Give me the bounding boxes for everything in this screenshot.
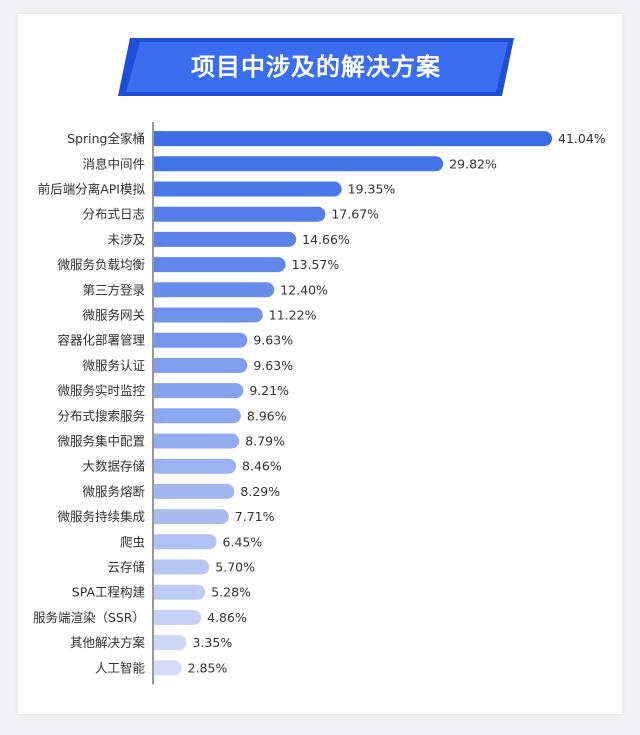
banner-front	[126, 42, 508, 92]
bar-left-cap	[154, 156, 162, 172]
category-label: 微服务熔断	[82, 484, 145, 499]
value-label: 4.86%	[207, 610, 247, 625]
value-label: 8.96%	[247, 408, 287, 423]
value-label: 13.57%	[292, 257, 340, 272]
chart-card	[18, 14, 622, 714]
bar-left-cap	[154, 307, 162, 323]
bar	[154, 408, 241, 424]
bar-left-cap	[154, 332, 162, 348]
bar	[154, 307, 263, 323]
bar-left-cap	[154, 584, 162, 600]
bar	[154, 609, 202, 625]
value-label: 5.28%	[211, 585, 251, 600]
bar-left-cap	[154, 131, 162, 147]
bar-left-cap	[154, 635, 162, 651]
category-label: SPA工程构建	[72, 585, 146, 600]
category-label: 微服务实时监控	[57, 383, 145, 398]
category-label: 分布式日志	[82, 207, 145, 222]
bar-left-cap	[154, 433, 162, 449]
bar	[154, 282, 275, 298]
value-label: 19.35%	[348, 182, 396, 197]
category-label: 微服务认证	[82, 358, 145, 373]
value-label: 6.45%	[223, 534, 263, 549]
bar-left-cap	[154, 458, 162, 474]
value-label: 9.63%	[253, 333, 293, 348]
bar	[154, 181, 342, 197]
bar	[154, 483, 235, 499]
bar	[154, 231, 297, 247]
category-label: 容器化部署管理	[57, 333, 145, 348]
bar	[154, 534, 217, 550]
bar	[154, 584, 206, 600]
bar	[154, 458, 237, 474]
bar-left-cap	[154, 282, 162, 298]
bar	[154, 257, 286, 273]
category-label: 云存储	[107, 560, 145, 575]
bar-left-cap	[154, 609, 162, 625]
bar-left-cap	[154, 181, 162, 197]
category-label: 服务端渲染（SSR）	[33, 610, 145, 625]
bar-left-cap	[154, 483, 162, 499]
value-label: 3.35%	[192, 635, 232, 650]
bar	[154, 156, 444, 172]
bar-left-cap	[154, 509, 162, 525]
chart-title: 项目中涉及的解决方案	[191, 53, 441, 81]
bar-left-cap	[154, 257, 162, 273]
title-banner: 项目中涉及的解决方案	[118, 38, 514, 96]
category-label: 微服务持续集成	[57, 509, 145, 524]
category-label: 大数据存储	[82, 459, 145, 474]
value-label: 8.79%	[245, 434, 285, 449]
value-label: 8.46%	[242, 459, 282, 474]
bar-left-cap	[154, 559, 162, 575]
bar	[154, 383, 244, 399]
bar-left-cap	[154, 383, 162, 399]
value-label: 14.66%	[302, 232, 350, 247]
bar	[154, 131, 552, 147]
bar	[154, 332, 248, 348]
category-label: 第三方登录	[82, 282, 145, 297]
value-label: 41.04%	[558, 131, 606, 146]
category-label: 未涉及	[107, 232, 145, 247]
bar-left-cap	[154, 408, 162, 424]
bar-left-cap	[154, 206, 162, 222]
category-label: 前后端分离API模拟	[38, 182, 146, 197]
category-label: 分布式搜索服务	[57, 408, 145, 423]
category-label: 消息中间件	[82, 156, 145, 171]
bar-left-cap	[154, 534, 162, 550]
bar-left-cap	[154, 357, 162, 373]
category-label: Spring全家桶	[67, 131, 145, 146]
value-label: 11.22%	[269, 308, 317, 323]
bar	[154, 509, 229, 525]
category-label: 微服务负载均衡	[57, 257, 145, 272]
value-label: 9.21%	[249, 383, 289, 398]
category-label: 爬虫	[120, 534, 145, 549]
value-label: 8.29%	[240, 484, 280, 499]
value-label: 5.70%	[215, 560, 255, 575]
category-label: 微服务网关	[82, 308, 145, 323]
value-label: 29.82%	[449, 156, 497, 171]
bar	[154, 206, 326, 222]
bar	[154, 559, 210, 575]
value-label: 12.40%	[280, 282, 328, 297]
bar	[154, 357, 248, 373]
bar-left-cap	[154, 231, 162, 247]
bar	[154, 433, 240, 449]
value-label: 7.71%	[235, 509, 275, 524]
bar	[154, 635, 187, 651]
category-label: 其他解决方案	[70, 635, 146, 650]
value-label: 9.63%	[253, 358, 293, 373]
category-label: 人工智能	[95, 660, 146, 675]
value-label: 2.85%	[188, 660, 228, 675]
banner-shape	[118, 38, 514, 96]
bar-left-cap	[154, 660, 162, 676]
category-label: 微服务集中配置	[57, 434, 145, 449]
value-label: 17.67%	[331, 207, 379, 222]
